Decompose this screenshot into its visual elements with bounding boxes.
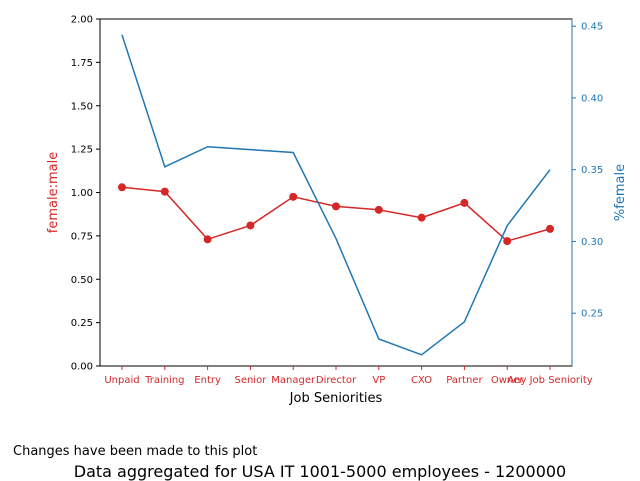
- series-1-point: [118, 183, 126, 192]
- y-right-tick-label: 0.45: [581, 22, 603, 33]
- series-1-point: [417, 213, 426, 222]
- y-left-tick-label: 1.00: [71, 188, 93, 199]
- left-axis: 0.00 0.25 0.50 0.75 1.00 1.25 1.50 1.75 2.00: [71, 15, 100, 373]
- series-1-point: [460, 198, 469, 207]
- y-left-tick-label: 1.50: [71, 101, 93, 112]
- x-tick-label: Director: [316, 375, 357, 386]
- x-axis-label: Job Seniorities: [289, 391, 383, 406]
- y-left-tick-label: 0.75: [71, 231, 93, 242]
- series-1-point: [246, 221, 255, 230]
- series-1-point: [289, 192, 298, 201]
- plot-note: Changes have been made to this plot: [13, 444, 258, 459]
- series-1-point: [160, 187, 169, 196]
- data-subtitle: Data aggregated for USA IT 1001-5000 emp…: [73, 462, 567, 481]
- y-left-tick-label: 0.50: [71, 275, 93, 286]
- series-1-point: [546, 224, 554, 233]
- y-left-tick-label: 1.25: [71, 145, 93, 156]
- y-right-tick-label: 0.30: [581, 237, 603, 248]
- series-1-point: [332, 202, 340, 211]
- plot-frame: [99, 18, 573, 367]
- y-left-tick-label: 0.00: [71, 362, 93, 373]
- y-right-tick-label: 0.25: [581, 309, 603, 320]
- x-tick-label: Any Job Seniority: [507, 375, 592, 386]
- y-right-tick-label: 0.40: [581, 93, 603, 104]
- series-2-line: [121, 34, 551, 356]
- series-1-line: [121, 186, 551, 242]
- y-axis-left-label: female:male: [46, 152, 61, 233]
- x-tick-label: Unpaid: [104, 375, 139, 386]
- x-axis: Unpaid Training Entry Senior Manager Director…: [104, 366, 593, 386]
- series-layer: [118, 34, 554, 356]
- plot-area: [99, 18, 573, 367]
- x-tick-label: Entry: [194, 375, 221, 386]
- right-axis: 0.25 0.30 0.35 0.40 0.45: [571, 19, 603, 366]
- x-tick-label: CXO: [411, 375, 432, 386]
- x-tick-label: Training: [144, 375, 184, 386]
- y-left-tick-label: 0.25: [71, 318, 93, 329]
- series-1-point: [503, 237, 512, 246]
- x-tick-label: Partner: [446, 375, 483, 386]
- x-tick-label: Senior: [234, 375, 267, 386]
- y-left-tick-label: 1.75: [71, 58, 93, 69]
- y-axis-right-label: %female: [613, 164, 628, 221]
- x-tick-label: VP: [372, 375, 385, 386]
- x-tick-label: Owner: [491, 375, 525, 386]
- series-1-point: [374, 205, 383, 214]
- y-right-tick-label: 0.35: [581, 165, 603, 176]
- x-tick-label: Manager: [271, 375, 316, 386]
- series-1-point: [203, 235, 212, 244]
- y-left-tick-label: 2.00: [71, 15, 93, 26]
